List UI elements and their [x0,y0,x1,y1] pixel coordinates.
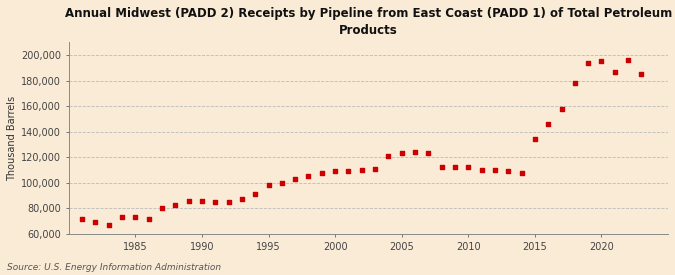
Y-axis label: Thousand Barrels: Thousand Barrels [7,95,17,181]
Point [290,177,300,181]
Point [556,106,567,111]
Point [77,216,88,221]
Point [423,151,434,156]
Point [529,137,540,142]
Point [543,122,554,126]
Point [596,59,607,64]
Point [236,197,247,202]
Title: Annual Midwest (PADD 2) Receipts by Pipeline from East Coast (PADD 1) of Total P: Annual Midwest (PADD 2) Receipts by Pipe… [65,7,672,37]
Point [130,215,141,219]
Text: Source: U.S. Energy Information Administration: Source: U.S. Energy Information Administ… [7,263,221,272]
Point [476,168,487,172]
Point [343,169,354,174]
Point [143,216,154,221]
Point [250,192,261,197]
Point [223,200,234,204]
Point [516,170,527,175]
Point [263,183,274,188]
Point [277,181,288,185]
Point [489,168,500,172]
Point [383,154,394,158]
Point [623,58,634,62]
Point [410,150,421,154]
Point [196,199,207,203]
Point [450,165,460,170]
Point [370,167,381,171]
Point [210,200,221,204]
Point [436,165,447,170]
Point [170,202,181,207]
Point [103,223,114,227]
Point [583,60,593,65]
Point [396,151,407,156]
Point [317,170,327,175]
Point [183,199,194,203]
Point [157,206,167,211]
Point [90,220,101,225]
Point [329,169,340,174]
Point [610,70,620,74]
Point [503,169,514,174]
Point [463,165,474,170]
Point [356,168,367,172]
Point [570,81,580,85]
Point [117,215,128,219]
Point [636,72,647,76]
Point [303,174,314,179]
